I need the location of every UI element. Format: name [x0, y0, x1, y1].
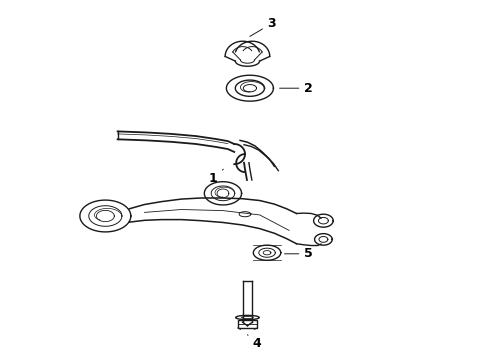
Bar — [238, 320, 257, 328]
Text: 4: 4 — [247, 335, 262, 350]
Text: 1: 1 — [209, 169, 223, 185]
Text: 3: 3 — [250, 17, 276, 36]
Text: 5: 5 — [285, 247, 313, 260]
Text: 2: 2 — [280, 82, 313, 95]
